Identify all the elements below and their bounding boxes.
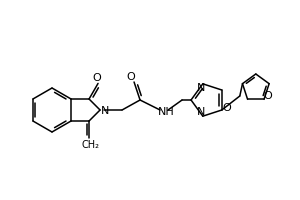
Text: N: N xyxy=(101,106,109,116)
Text: N: N xyxy=(196,107,205,117)
Text: CH₂: CH₂ xyxy=(81,140,99,150)
Text: N: N xyxy=(196,83,205,93)
Text: NH: NH xyxy=(158,107,174,117)
Text: O: O xyxy=(222,103,231,113)
Text: O: O xyxy=(264,91,272,101)
Text: O: O xyxy=(127,72,135,82)
Text: O: O xyxy=(93,73,101,83)
